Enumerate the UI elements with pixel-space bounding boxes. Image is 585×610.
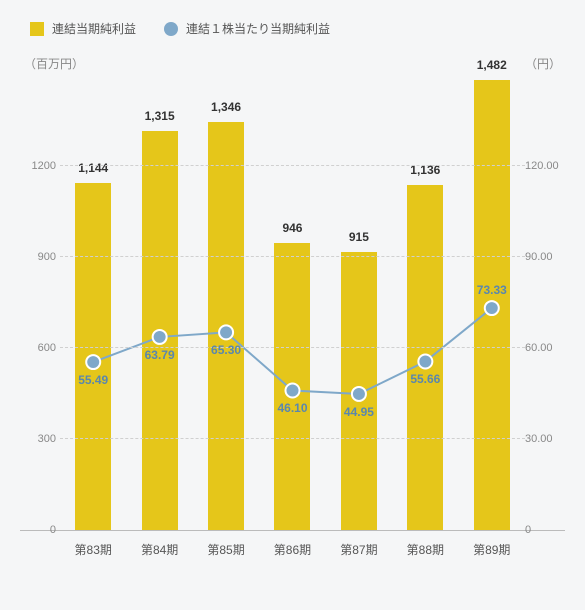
plot-area: 1,1441,3151,3469469151,1361,482 0030030.… <box>20 76 565 531</box>
bar-slot: 1,315 <box>126 76 192 530</box>
x-tick-label: 第86期 <box>259 541 325 558</box>
x-tick-label: 第89期 <box>459 541 525 558</box>
y-right-title: （円） <box>525 55 561 72</box>
y-left-tick: 900 <box>20 251 56 263</box>
legend-item-bar: 連結当期純利益 <box>30 20 136 37</box>
y-left-tick: 1200 <box>20 160 56 172</box>
grid-line <box>60 438 525 439</box>
legend-line-label: 連結１株当たり当期純利益 <box>186 20 330 37</box>
x-tick-label: 第85期 <box>193 541 259 558</box>
bar: 1,315 <box>142 131 178 530</box>
y-left-title: （百万円） <box>24 55 84 72</box>
bar-value-label: 1,144 <box>78 161 108 175</box>
bar: 1,482 <box>474 80 510 530</box>
legend-swatch-dot <box>164 22 178 36</box>
y-right-tick: 30.00 <box>525 433 565 445</box>
x-axis: 第83期第84期第85期第86期第87期第88期第89期 <box>20 531 565 558</box>
grid-line <box>60 256 525 257</box>
y-right-tick: 60.00 <box>525 342 565 354</box>
legend-item-line: 連結１株当たり当期純利益 <box>164 20 330 37</box>
line-value-label: 63.79 <box>145 348 175 362</box>
y-right-tick: 120.00 <box>525 160 565 172</box>
bar-value-label: 1,346 <box>211 100 241 114</box>
line-value-label: 55.66 <box>410 372 440 386</box>
bar-slot: 1,136 <box>392 76 458 530</box>
bar: 1,346 <box>208 122 244 530</box>
grid-line <box>60 347 525 348</box>
y-right-tick: 90.00 <box>525 251 565 263</box>
x-tick-label: 第87期 <box>326 541 392 558</box>
legend-bar-label: 連結当期純利益 <box>52 20 136 37</box>
legend-swatch-bar <box>30 22 44 36</box>
y-left-tick: 0 <box>20 524 56 536</box>
bar-slot: 946 <box>259 76 325 530</box>
y-left-tick: 600 <box>20 342 56 354</box>
line-value-label: 73.33 <box>477 283 507 297</box>
x-tick-label: 第84期 <box>126 541 192 558</box>
y-left-tick: 300 <box>20 433 56 445</box>
bars-layer: 1,144 1,315 1,346 946 915 1,136 1,482 <box>60 76 525 530</box>
bar-slot: 1,144 <box>60 76 126 530</box>
bar-slot: 915 <box>326 76 392 530</box>
line-value-label: 65.30 <box>211 343 241 357</box>
bar-value-label: 915 <box>349 230 369 244</box>
chart-container: 連結当期純利益 連結１株当たり当期純利益 （百万円） （円） 1,144 1,31… <box>0 0 585 610</box>
y-right-tick: 0 <box>525 524 565 536</box>
bar: 1,136 <box>407 185 443 530</box>
x-tick-label: 第88期 <box>392 541 458 558</box>
line-value-label: 46.10 <box>277 401 307 415</box>
chart-legend: 連結当期純利益 連結１株当たり当期純利益 <box>20 20 565 37</box>
bar-value-label: 1,315 <box>145 109 175 123</box>
bar: 915 <box>341 252 377 530</box>
grid-line <box>60 165 525 166</box>
line-value-label: 55.49 <box>78 373 108 387</box>
x-tick-label: 第83期 <box>60 541 126 558</box>
line-value-label: 44.95 <box>344 405 374 419</box>
bar: 946 <box>274 243 310 530</box>
bar-value-label: 946 <box>282 221 302 235</box>
bar-slot: 1,346 <box>193 76 259 530</box>
bar: 1,144 <box>75 183 111 530</box>
bar-value-label: 1,482 <box>477 58 507 72</box>
bar-slot: 1,482 <box>459 76 525 530</box>
